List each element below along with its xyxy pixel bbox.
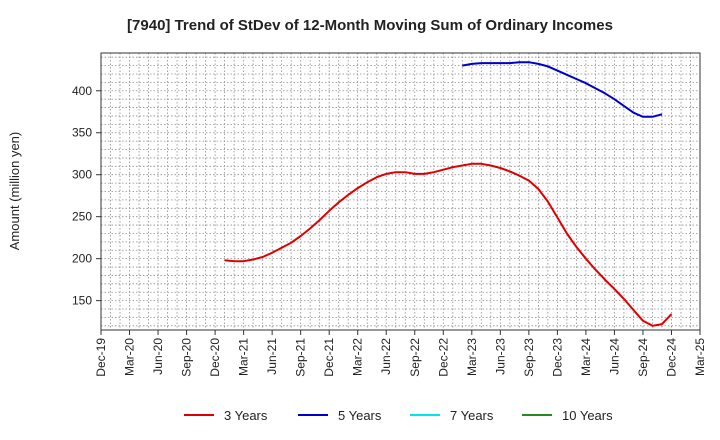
series-line-5-years bbox=[462, 61, 663, 118]
x-tick-label: Mar-21 bbox=[237, 338, 251, 376]
x-tick-label: Sep-22 bbox=[408, 338, 422, 377]
x-tick-label: Mar-22 bbox=[351, 338, 365, 376]
legend: 3 Years 5 Years 7 Years 10 Years bbox=[184, 408, 613, 423]
y-tick-label: 250 bbox=[72, 210, 92, 224]
x-tick-label: Mar-24 bbox=[579, 338, 593, 376]
x-tick-label: Sep-20 bbox=[180, 338, 194, 377]
x-tick-label: Sep-24 bbox=[636, 338, 650, 377]
x-tick-label: Dec-24 bbox=[664, 338, 678, 377]
x-tick-label: Dec-23 bbox=[550, 338, 564, 377]
x-tick-label: Sep-23 bbox=[522, 338, 536, 377]
legend-label: 7 Years bbox=[450, 408, 494, 423]
y-tick-label: 150 bbox=[72, 294, 92, 308]
y-tick-label: 300 bbox=[72, 168, 92, 182]
x-tick-label: Dec-19 bbox=[94, 338, 108, 377]
y-tick-label: 200 bbox=[72, 252, 92, 266]
x-tick-label: Dec-22 bbox=[436, 338, 450, 377]
legend-label: 3 Years bbox=[224, 408, 268, 423]
x-tick-label: Dec-20 bbox=[208, 338, 222, 377]
x-tick-label: Jun-24 bbox=[607, 338, 621, 375]
y-tick-label: 350 bbox=[72, 126, 92, 140]
x-tick-label: Mar-20 bbox=[123, 338, 137, 376]
series-line-3-years bbox=[224, 162, 673, 327]
plot-frame bbox=[100, 52, 701, 331]
legend-label: 10 Years bbox=[562, 408, 613, 423]
x-tick-label: Sep-21 bbox=[294, 338, 308, 377]
x-tick-label: Jun-20 bbox=[151, 338, 165, 375]
series-group bbox=[224, 61, 673, 327]
x-tick-label: Mar-25 bbox=[693, 338, 707, 376]
x-tick-label: Jun-21 bbox=[265, 338, 279, 375]
x-tick-label: Jun-23 bbox=[493, 338, 507, 375]
axes: 150 200 250 300 350 400 Dec-19 Mar-20 Jun-20 Sep-… bbox=[72, 84, 707, 377]
legend-label: 5 Years bbox=[338, 408, 382, 423]
x-tick-label: Jun-22 bbox=[379, 338, 393, 375]
x-tick-label: Mar-23 bbox=[465, 338, 479, 376]
chart-title: [7940] Trend of StDev of 12-Month Moving… bbox=[127, 17, 613, 34]
y-axis-label: Amount (million yen) bbox=[7, 132, 22, 251]
plot-area bbox=[101, 53, 700, 330]
x-tick-label: Dec-21 bbox=[322, 338, 336, 377]
y-tick-label: 400 bbox=[72, 84, 92, 98]
grid bbox=[100, 53, 701, 330]
